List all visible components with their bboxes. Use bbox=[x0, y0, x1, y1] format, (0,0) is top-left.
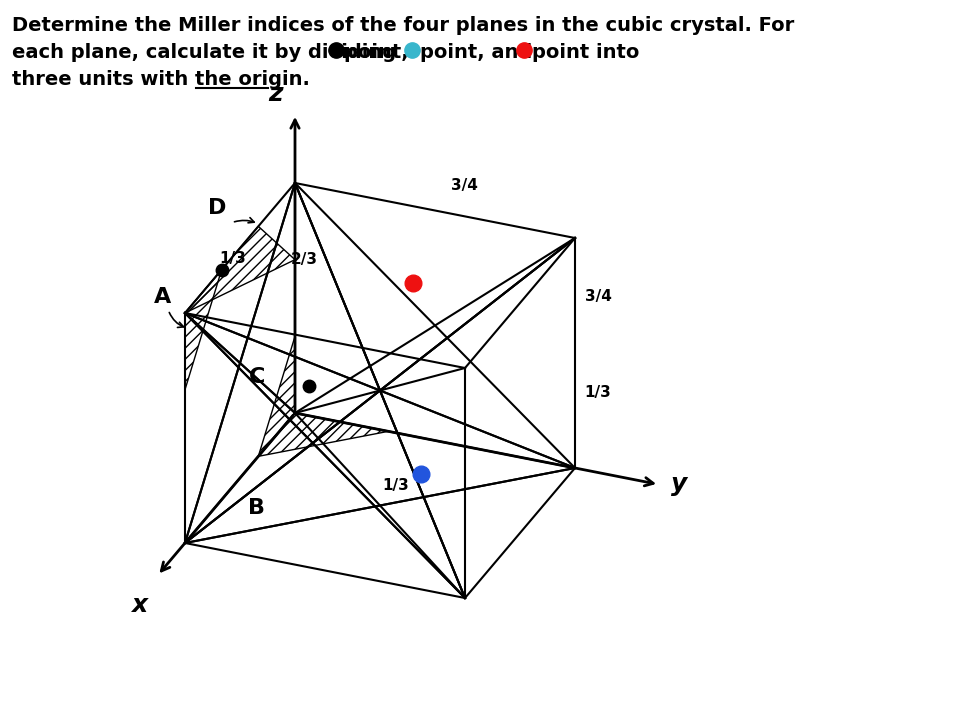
Text: x: x bbox=[132, 594, 147, 617]
Text: each plane, calculate it by dividing: each plane, calculate it by dividing bbox=[12, 43, 403, 62]
Text: 2/3: 2/3 bbox=[291, 252, 318, 267]
Text: D: D bbox=[209, 198, 227, 218]
Text: 3/4: 3/4 bbox=[584, 289, 611, 304]
Text: B: B bbox=[248, 498, 264, 518]
Text: point,: point, bbox=[344, 43, 422, 62]
Text: 1/3: 1/3 bbox=[382, 478, 408, 493]
Text: point, and: point, and bbox=[420, 43, 538, 62]
Text: point into: point into bbox=[531, 43, 639, 62]
Text: 1/3: 1/3 bbox=[219, 251, 246, 266]
Text: C: C bbox=[249, 368, 265, 387]
Text: A: A bbox=[154, 287, 171, 307]
Text: three units with the origin.: three units with the origin. bbox=[12, 70, 309, 89]
Text: 1/3: 1/3 bbox=[584, 385, 610, 400]
Text: y: y bbox=[671, 473, 686, 496]
Text: 3/4: 3/4 bbox=[451, 178, 478, 193]
Text: Determine the Miller indices of the four planes in the cubic crystal. For: Determine the Miller indices of the four… bbox=[12, 16, 794, 35]
Text: z: z bbox=[268, 82, 283, 106]
